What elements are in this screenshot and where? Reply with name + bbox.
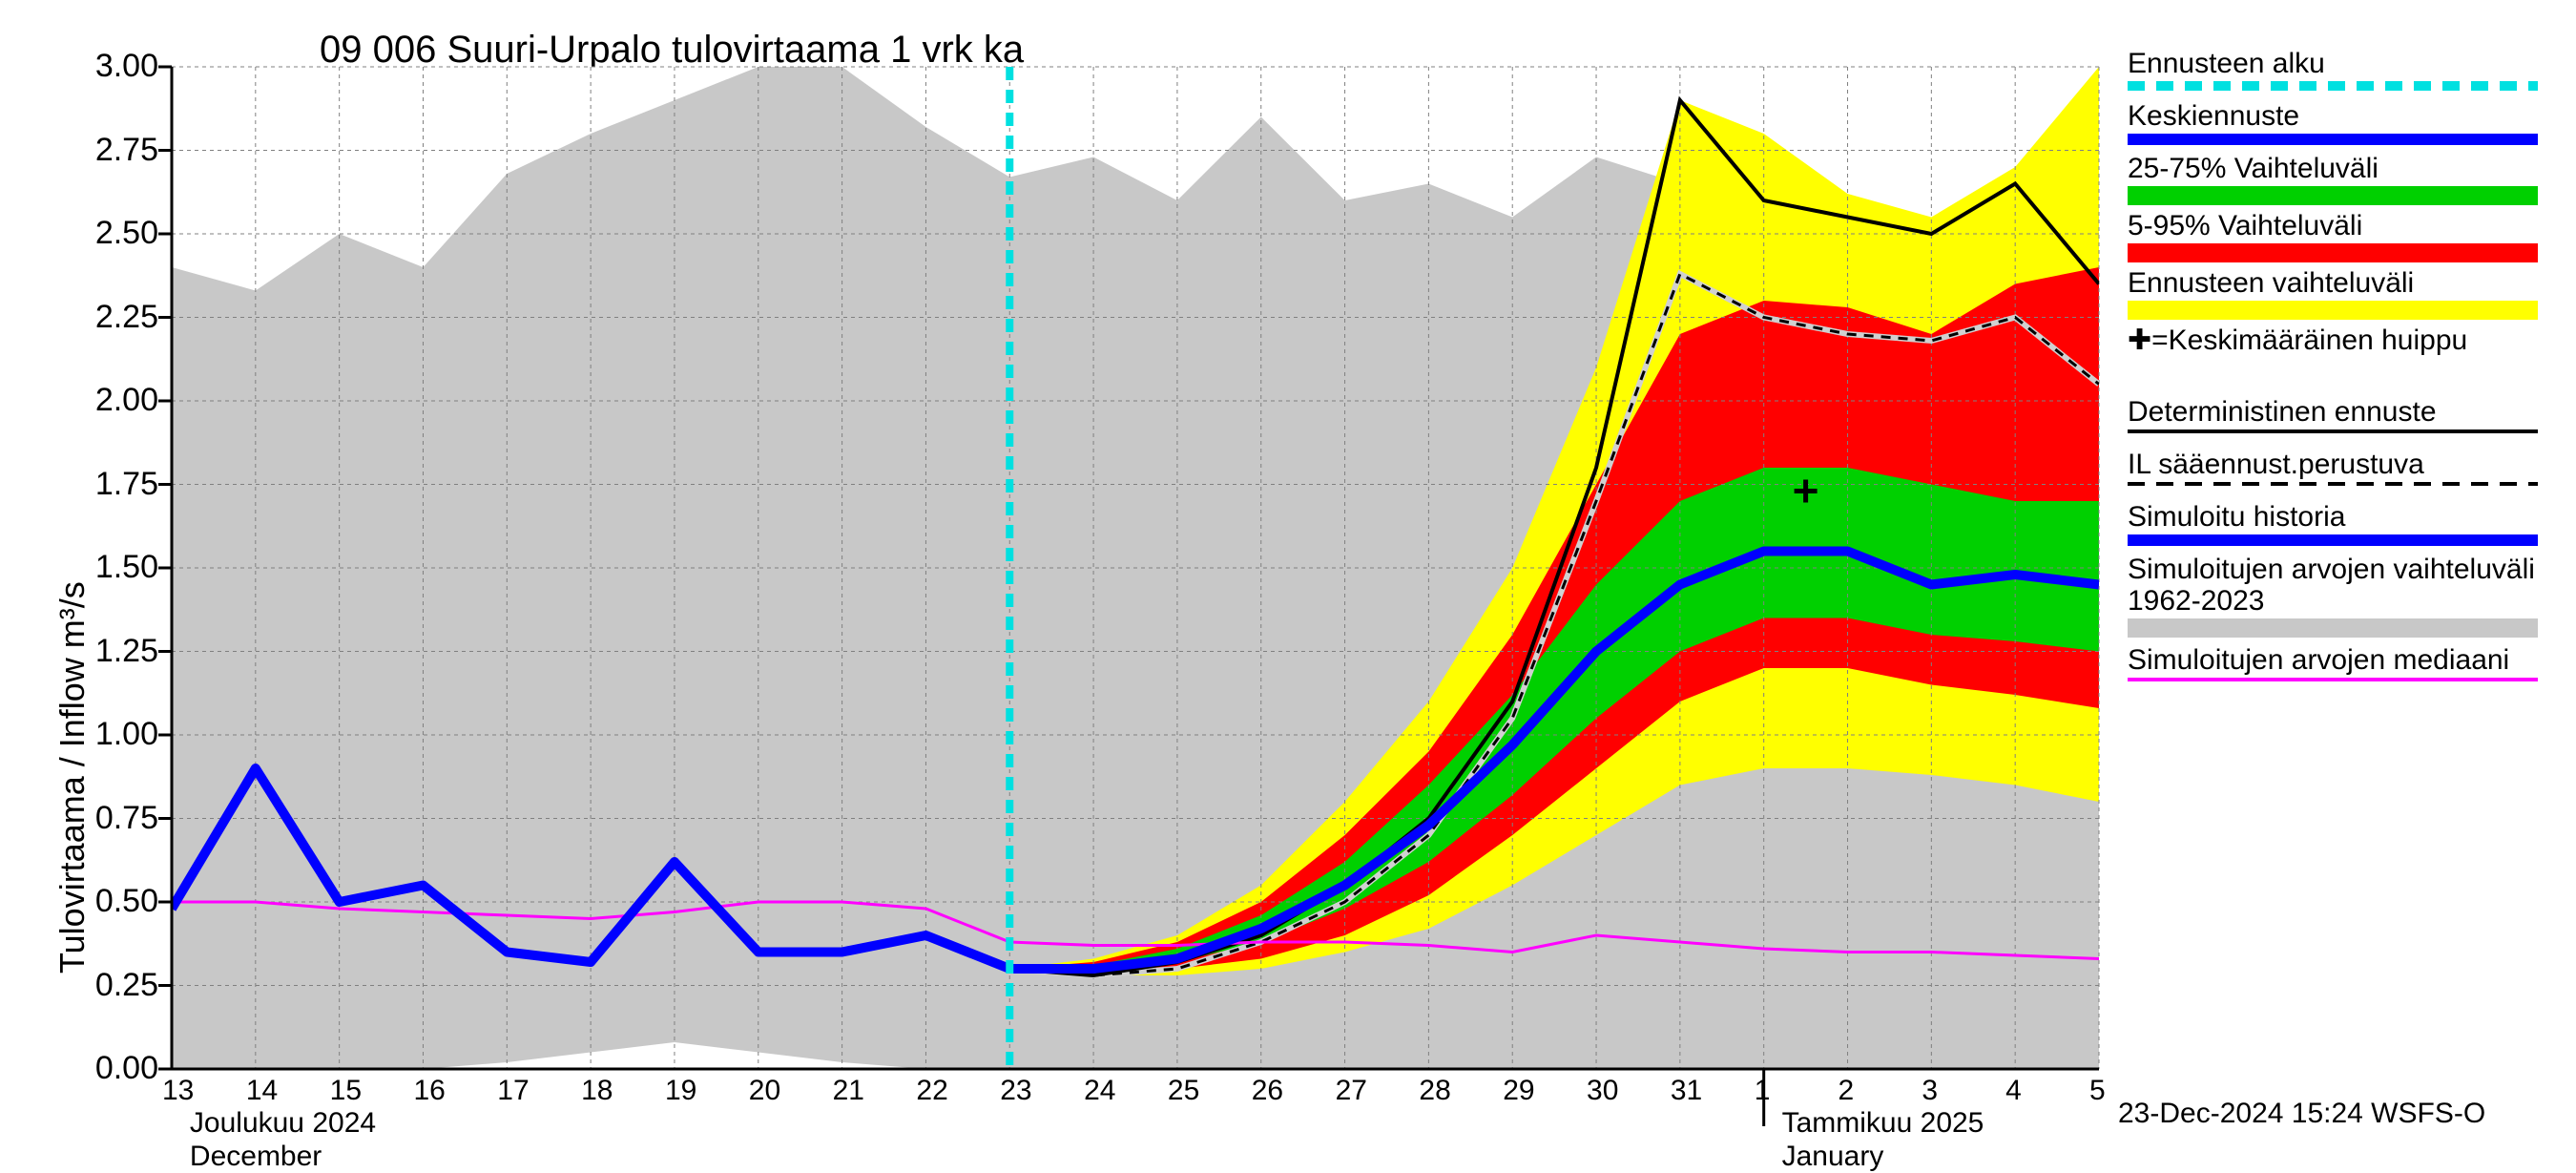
y-tick-label: 1.75 <box>76 466 158 503</box>
legend-item-range0595: 5-95% Vaihteluväli <box>2128 210 2538 262</box>
legend-item-deterministic: Deterministinen ennuste <box>2128 396 2538 433</box>
x-tick-label: 23 <box>1000 1075 1031 1107</box>
legend-label: 5-95% Vaihteluväli <box>2128 210 2538 243</box>
legend-label: Ennusteen vaihteluväli <box>2128 267 2538 301</box>
month-label-bot: December <box>190 1141 322 1173</box>
legend-label: ✚=Keskimääräinen huippu <box>2128 325 2538 358</box>
x-tick-label: 1 <box>1755 1075 1771 1107</box>
legend-label: Simuloitu historia <box>2128 501 2538 534</box>
x-tick-label: 5 <box>2089 1075 2106 1107</box>
legend-item-sim_hist: Simuloitu historia <box>2128 501 2538 546</box>
legend-swatch <box>2128 429 2538 433</box>
legend-swatch <box>2128 482 2538 486</box>
y-tick-label: 0.50 <box>76 883 158 920</box>
x-tick-label: 15 <box>330 1075 362 1107</box>
legend-swatch <box>2128 301 2538 320</box>
x-tick-label: 14 <box>246 1075 278 1107</box>
x-tick-label: 20 <box>749 1075 780 1107</box>
legend-swatch <box>2128 134 2538 145</box>
x-tick-label: 24 <box>1084 1075 1115 1107</box>
legend-swatch <box>2128 678 2538 681</box>
x-tick-label: 26 <box>1252 1075 1283 1107</box>
legend-label: Simuloitujen arvojen mediaani <box>2128 644 2538 678</box>
x-tick-label: 17 <box>497 1075 529 1107</box>
legend-item-fmi: IL sääennust.perustuva <box>2128 449 2538 486</box>
legend-label: Deterministinen ennuste <box>2128 396 2538 429</box>
x-tick-label: 2 <box>1839 1075 1855 1107</box>
y-tick-label: 2.25 <box>76 299 158 336</box>
x-tick-label: 16 <box>413 1075 445 1107</box>
legend-label: IL sääennust.perustuva <box>2128 449 2538 482</box>
y-tick-label: 2.50 <box>76 215 158 252</box>
x-tick-label: 13 <box>162 1075 194 1107</box>
x-tick-label: 4 <box>2005 1075 2022 1107</box>
legend-label: Keskiennuste <box>2128 100 2538 134</box>
x-tick-label: 28 <box>1419 1075 1450 1107</box>
footer-timestamp: 23-Dec-2024 15:24 WSFS-O <box>2118 1098 2485 1130</box>
month-label-top: Joulukuu 2024 <box>190 1107 376 1140</box>
x-tick-label: 3 <box>1922 1075 1938 1107</box>
x-tick-label: 31 <box>1671 1075 1702 1107</box>
legend-item-hist_median: Simuloitujen arvojen mediaani <box>2128 644 2538 681</box>
legend-swatch <box>2128 186 2538 205</box>
legend-swatch <box>2128 534 2538 546</box>
legend-label: Ennusteen alku <box>2128 48 2538 81</box>
month-label-bot: January <box>1782 1141 1884 1173</box>
x-tick-label: 25 <box>1168 1075 1199 1107</box>
legend-swatch <box>2128 81 2538 91</box>
y-tick-label: 2.00 <box>76 382 158 419</box>
x-tick-label: 19 <box>665 1075 696 1107</box>
x-tick-label: 18 <box>581 1075 613 1107</box>
x-tick-label: 27 <box>1336 1075 1367 1107</box>
legend-label: Simuloitujen arvojen vaihteluväli 1962-2… <box>2128 554 2538 618</box>
y-tick-label: 0.00 <box>76 1050 158 1087</box>
x-tick-label: 29 <box>1503 1075 1534 1107</box>
legend-label: 25-75% Vaihteluväli <box>2128 153 2538 186</box>
legend-item-peak: ✚=Keskimääräinen huippu <box>2128 325 2538 358</box>
y-tick-label: 1.00 <box>76 716 158 753</box>
y-tick-label: 1.25 <box>76 633 158 670</box>
y-tick-label: 0.25 <box>76 967 158 1004</box>
legend-item-range2575: 25-75% Vaihteluväli <box>2128 153 2538 205</box>
legend-item-hist_range: Simuloitujen arvojen vaihteluväli 1962-2… <box>2128 554 2538 638</box>
month-label-top: Tammikuu 2025 <box>1782 1107 1984 1140</box>
legend-swatch <box>2128 243 2538 262</box>
y-tick-label: 3.00 <box>76 48 158 85</box>
legend-swatch <box>2128 618 2538 638</box>
y-tick-label: 2.75 <box>76 132 158 169</box>
y-tick-label: 0.75 <box>76 800 158 837</box>
y-tick-label: 1.50 <box>76 549 158 586</box>
legend-item-forecast_start: Ennusteen alku <box>2128 48 2538 91</box>
chart-container: 09 006 Suuri-Urpalo tulovirtaama 1 vrk k… <box>0 0 2576 1145</box>
legend-item-rangefull: Ennusteen vaihteluväli <box>2128 267 2538 320</box>
legend-item-median: Keskiennuste <box>2128 100 2538 145</box>
x-tick-label: 30 <box>1587 1075 1618 1107</box>
x-tick-label: 21 <box>833 1075 864 1107</box>
x-tick-label: 22 <box>916 1075 947 1107</box>
